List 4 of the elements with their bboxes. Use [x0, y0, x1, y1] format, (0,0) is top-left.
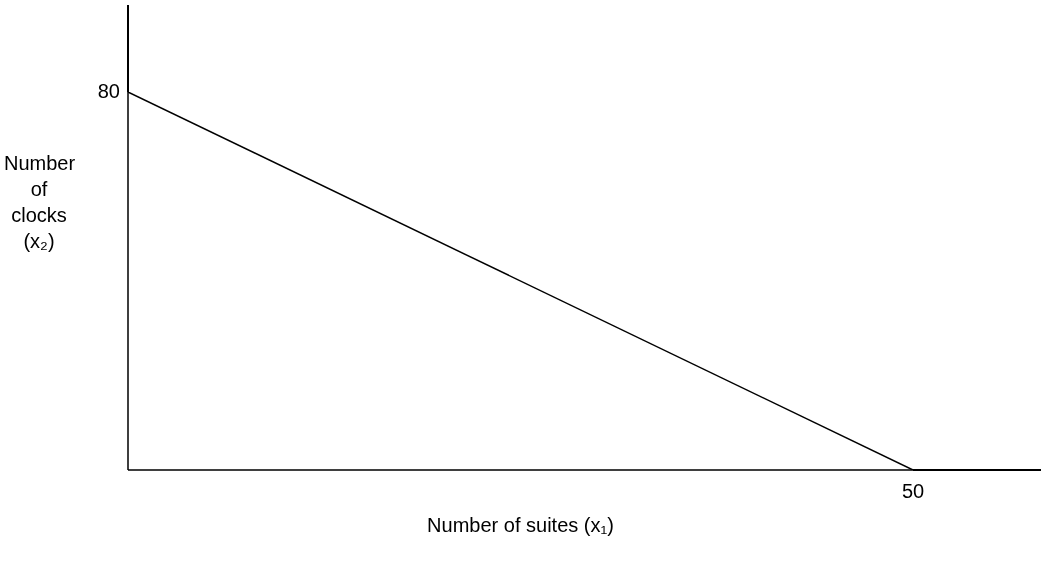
x-axis-title: Number of suites (x₁) — [427, 513, 614, 536]
y-axis-title: Number of clocks (x₂) — [4, 151, 76, 254]
text: 50 — [901, 479, 925, 502]
annotation: 80 — [97, 79, 120, 102]
